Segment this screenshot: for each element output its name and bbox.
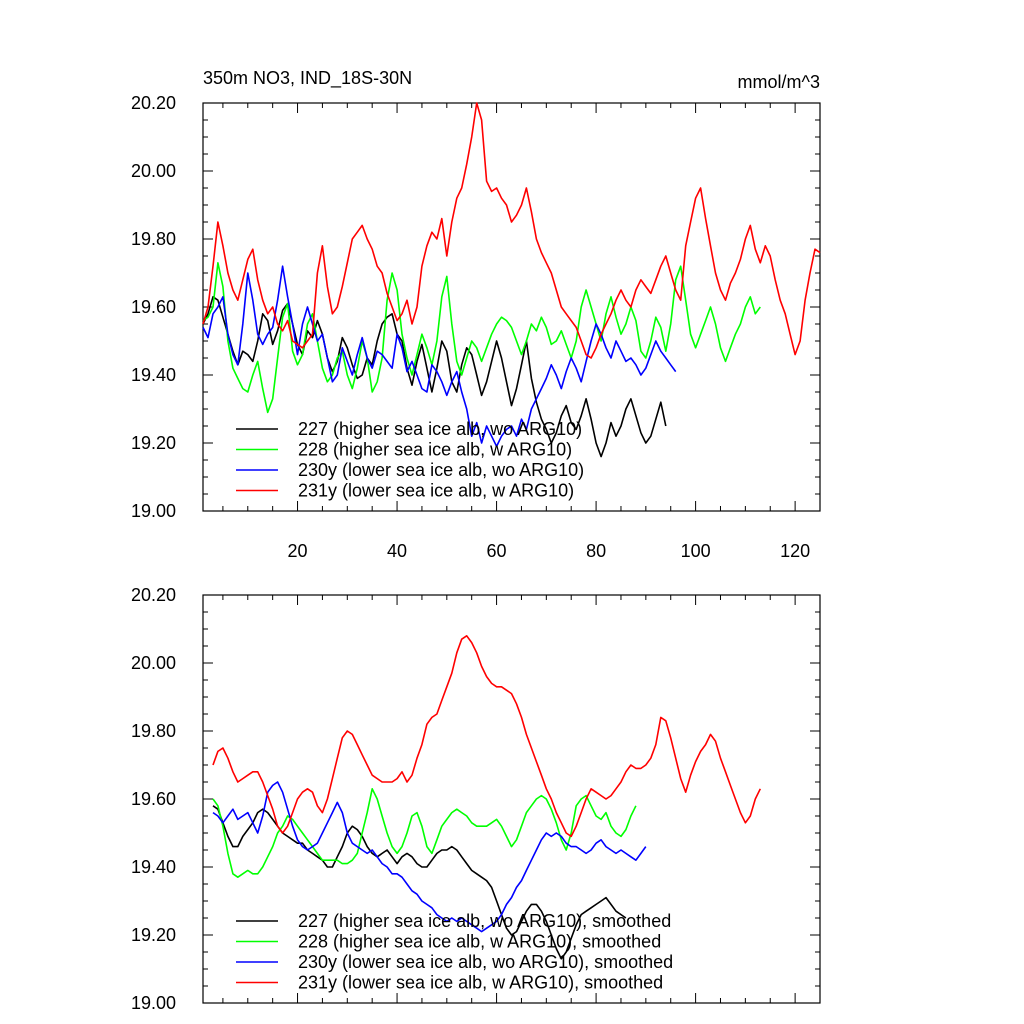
series-line-2 — [212, 787, 637, 879]
series-line-2 — [202, 261, 761, 414]
chart-units: mmol/m^3 — [738, 72, 820, 92]
legend-label: 228 (higher sea ice alb, w ARG10), smoot… — [298, 932, 661, 952]
legend-label: 227 (higher sea ice alb, wo ARG10) — [298, 419, 582, 439]
top-panel: 19.00 19.20 19.40 19.60 19.80 20.00 20.20 20 40 6… — [131, 93, 821, 561]
chart-title: 350m NO3, IND_18S-30N — [203, 68, 412, 89]
series-line-4 — [202, 102, 821, 359]
legend-label: 230y (lower sea ice alb, wo ARG10) — [298, 460, 584, 480]
y-tick-label: 19.40 — [131, 857, 176, 877]
y-tick-label: 20.20 — [131, 585, 176, 605]
x-tick-label: 40 — [387, 541, 407, 561]
y-tick-label: 20.20 — [131, 93, 176, 113]
series-line-3 — [202, 265, 677, 448]
legend-label: 231y (lower sea ice alb, w ARG10) — [298, 481, 574, 501]
y-tick-label: 19.20 — [131, 433, 176, 453]
x-tick-label: 80 — [586, 541, 606, 561]
x-tick-label: 20 — [288, 541, 308, 561]
x-tick-label: 100 — [681, 541, 711, 561]
bottom-panel: 19.00 19.20 19.40 19.60 19.80 20.00 20.20 227 (… — [131, 585, 821, 1013]
series-line-4 — [212, 634, 762, 838]
legend-label: 230y (lower sea ice alb, wo ARG10), smoo… — [298, 952, 673, 972]
y-tick-label: 19.40 — [131, 365, 176, 385]
x-tick-label: 120 — [780, 541, 810, 561]
y-tick-label: 19.00 — [131, 993, 176, 1013]
y-tick-label: 20.00 — [131, 161, 176, 181]
y-tick-label: 19.20 — [131, 925, 176, 945]
legend-label: 227 (higher sea ice alb, wo ARG10), smoo… — [298, 911, 671, 931]
x-tick-label: 60 — [487, 541, 507, 561]
legend-label: 228 (higher sea ice alb, w ARG10) — [298, 440, 572, 460]
y-tick-label: 20.00 — [131, 653, 176, 673]
series-line-3 — [212, 781, 647, 933]
y-tick-label: 19.60 — [131, 297, 176, 317]
y-tick-label: 19.60 — [131, 789, 176, 809]
y-tick-label: 19.80 — [131, 229, 176, 249]
series-line-1 — [202, 295, 667, 458]
legend-label: 231y (lower sea ice alb, w ARG10), smoot… — [298, 973, 663, 993]
y-tick-label: 19.00 — [131, 501, 176, 521]
y-tick-label: 19.80 — [131, 721, 176, 741]
